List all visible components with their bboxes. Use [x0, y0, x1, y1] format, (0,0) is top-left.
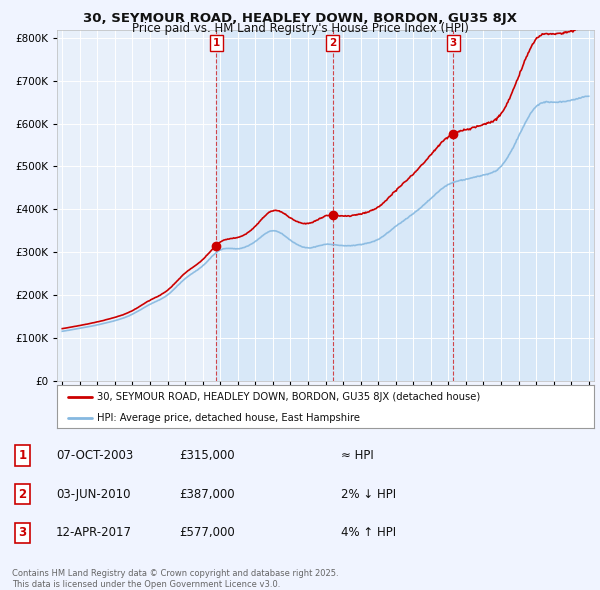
Text: 07-OCT-2003: 07-OCT-2003	[56, 449, 133, 462]
Text: £387,000: £387,000	[179, 487, 235, 501]
Text: Contains HM Land Registry data © Crown copyright and database right 2025.
This d: Contains HM Land Registry data © Crown c…	[12, 569, 338, 589]
Text: 2: 2	[19, 487, 26, 501]
Text: Price paid vs. HM Land Registry's House Price Index (HPI): Price paid vs. HM Land Registry's House …	[131, 22, 469, 35]
Text: £315,000: £315,000	[179, 449, 235, 462]
Text: 2: 2	[329, 38, 337, 48]
Text: 03-JUN-2010: 03-JUN-2010	[56, 487, 130, 501]
Bar	[216, 30, 333, 381]
Text: 3: 3	[19, 526, 26, 539]
Text: 30, SEYMOUR ROAD, HEADLEY DOWN, BORDON, GU35 8JX (detached house): 30, SEYMOUR ROAD, HEADLEY DOWN, BORDON, …	[97, 392, 481, 402]
Text: 12-APR-2017: 12-APR-2017	[56, 526, 132, 539]
Text: ≈ HPI: ≈ HPI	[341, 449, 374, 462]
Text: 2% ↓ HPI: 2% ↓ HPI	[341, 487, 396, 501]
Text: 1: 1	[19, 449, 26, 462]
Text: 1: 1	[212, 38, 220, 48]
Text: 4% ↑ HPI: 4% ↑ HPI	[341, 526, 396, 539]
Bar	[453, 30, 594, 381]
Text: HPI: Average price, detached house, East Hampshire: HPI: Average price, detached house, East…	[97, 414, 360, 424]
Text: 3: 3	[449, 38, 457, 48]
Text: 30, SEYMOUR ROAD, HEADLEY DOWN, BORDON, GU35 8JX: 30, SEYMOUR ROAD, HEADLEY DOWN, BORDON, …	[83, 12, 517, 25]
Text: £577,000: £577,000	[179, 526, 235, 539]
Bar	[333, 30, 453, 381]
